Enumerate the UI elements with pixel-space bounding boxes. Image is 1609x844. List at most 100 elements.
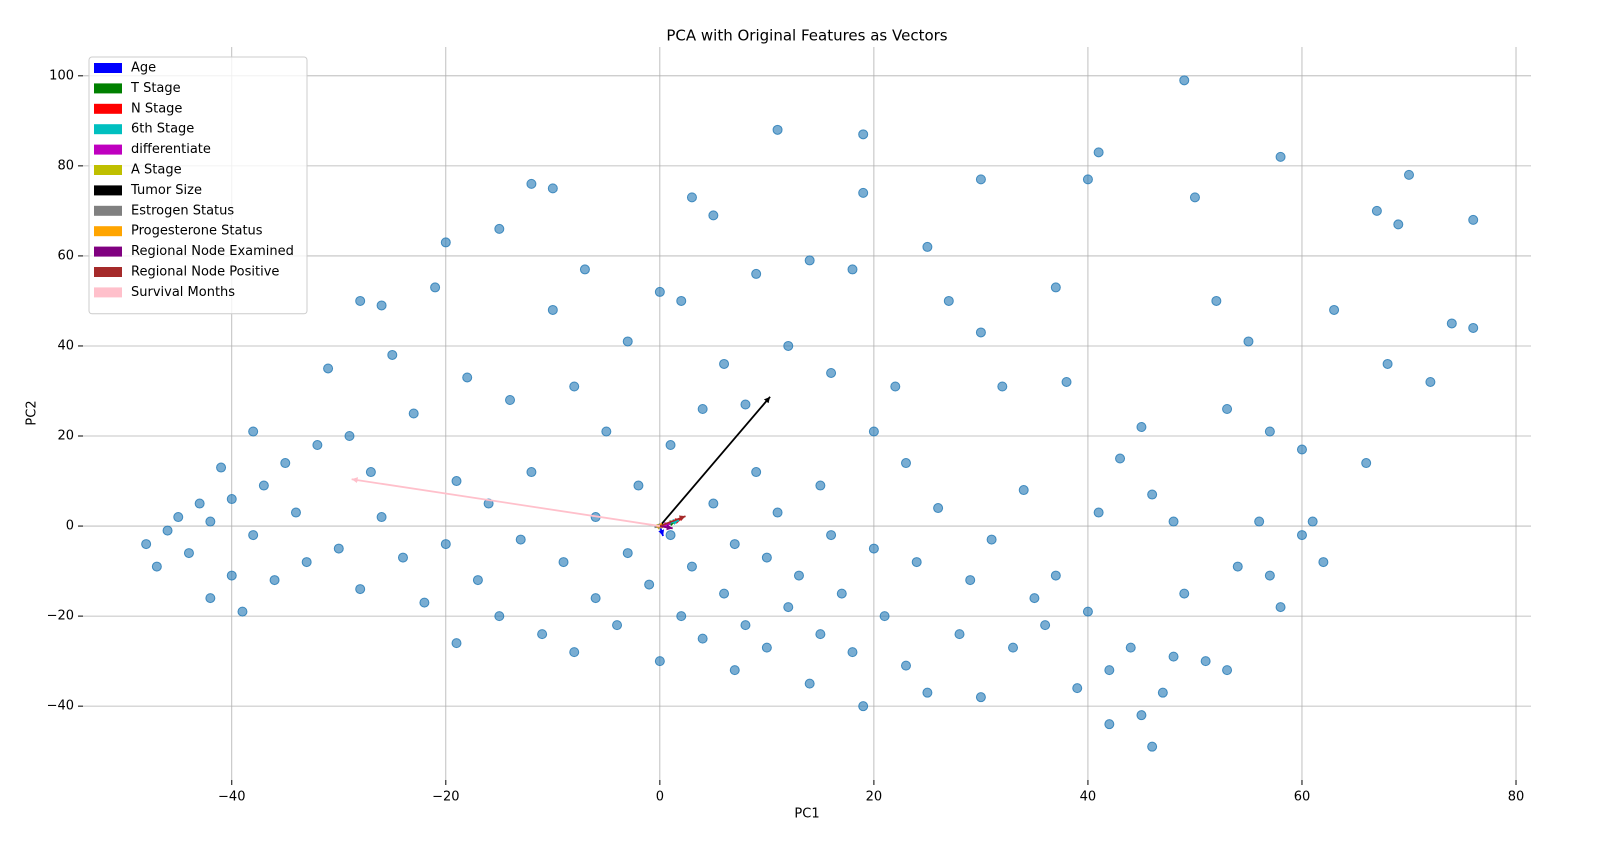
- point: [558, 557, 569, 568]
- point: [547, 183, 558, 194]
- point: [804, 255, 815, 266]
- point: [547, 304, 558, 315]
- point: [965, 575, 976, 586]
- point: [761, 642, 772, 653]
- point: [1403, 169, 1414, 180]
- point: [1179, 588, 1190, 599]
- point: [697, 403, 708, 414]
- point: [183, 548, 194, 559]
- chart-title: PCA with Original Features as Vectors: [666, 27, 947, 45]
- point: [847, 264, 858, 275]
- point: [1082, 606, 1093, 617]
- legend-label: Age: [131, 61, 156, 76]
- point: [772, 507, 783, 518]
- feature-vector: [658, 525, 665, 537]
- point: [280, 458, 291, 469]
- feature-vector: [659, 524, 673, 531]
- point: [1050, 282, 1061, 293]
- point: [1168, 516, 1179, 527]
- point: [1318, 557, 1329, 568]
- y-tick-label: 40: [57, 338, 74, 353]
- point: [1040, 620, 1051, 631]
- point: [708, 210, 719, 221]
- point: [1104, 719, 1115, 730]
- point: [1147, 489, 1158, 500]
- point: [815, 480, 826, 491]
- point: [162, 525, 173, 536]
- point: [997, 381, 1008, 392]
- point: [1211, 295, 1222, 306]
- point: [472, 575, 483, 586]
- point: [783, 602, 794, 613]
- point: [1008, 642, 1019, 653]
- point: [900, 458, 911, 469]
- point: [793, 570, 804, 581]
- x-tick-label: −40: [218, 790, 245, 805]
- point: [858, 187, 869, 198]
- y-axis-label: PC2: [25, 400, 40, 425]
- point: [751, 268, 762, 279]
- x-tick-label: 40: [1080, 790, 1097, 805]
- point: [1061, 376, 1072, 387]
- point: [815, 629, 826, 640]
- point: [868, 543, 879, 554]
- point: [729, 539, 740, 550]
- point: [1222, 403, 1233, 414]
- point: [1115, 453, 1126, 464]
- point: [847, 647, 858, 658]
- point: [494, 611, 505, 622]
- point: [1371, 205, 1382, 216]
- point: [836, 588, 847, 599]
- point: [1296, 444, 1307, 455]
- point: [933, 503, 944, 514]
- point: [216, 462, 227, 473]
- point: [719, 358, 730, 369]
- point: [740, 620, 751, 631]
- legend-label: Survival Months: [131, 285, 235, 300]
- point: [729, 665, 740, 676]
- point: [686, 192, 697, 203]
- point: [719, 588, 730, 599]
- legend-swatch: [94, 144, 122, 155]
- point: [526, 467, 537, 478]
- point: [397, 552, 408, 563]
- legend-label: 6th Stage: [131, 122, 194, 137]
- point: [1393, 219, 1404, 230]
- point: [686, 561, 697, 572]
- legend-label: Progesterone Status: [131, 224, 263, 239]
- y-tick-label: 100: [49, 68, 74, 83]
- legend-swatch: [94, 124, 122, 135]
- point: [1382, 358, 1393, 369]
- point: [911, 557, 922, 568]
- point: [376, 300, 387, 311]
- point: [783, 340, 794, 351]
- point: [761, 552, 772, 563]
- point: [943, 295, 954, 306]
- point: [772, 124, 783, 135]
- point: [922, 687, 933, 698]
- point: [1232, 561, 1243, 572]
- point: [419, 597, 430, 608]
- point: [590, 593, 601, 604]
- point: [665, 530, 676, 541]
- point: [676, 611, 687, 622]
- point: [1093, 147, 1104, 158]
- x-tick-label: 60: [1294, 790, 1311, 805]
- legend-swatch: [94, 246, 122, 257]
- point: [226, 570, 237, 581]
- point: [451, 638, 462, 649]
- point: [1307, 516, 1318, 527]
- point: [1329, 304, 1340, 315]
- x-tick-label: −20: [432, 790, 459, 805]
- point: [1136, 710, 1147, 721]
- point: [355, 584, 366, 595]
- point: [975, 692, 986, 703]
- point: [355, 295, 366, 306]
- point: [826, 367, 837, 378]
- legend-label: Regional Node Examined: [131, 244, 294, 259]
- point: [1029, 593, 1040, 604]
- point: [248, 530, 259, 541]
- point: [633, 480, 644, 491]
- point: [226, 494, 237, 505]
